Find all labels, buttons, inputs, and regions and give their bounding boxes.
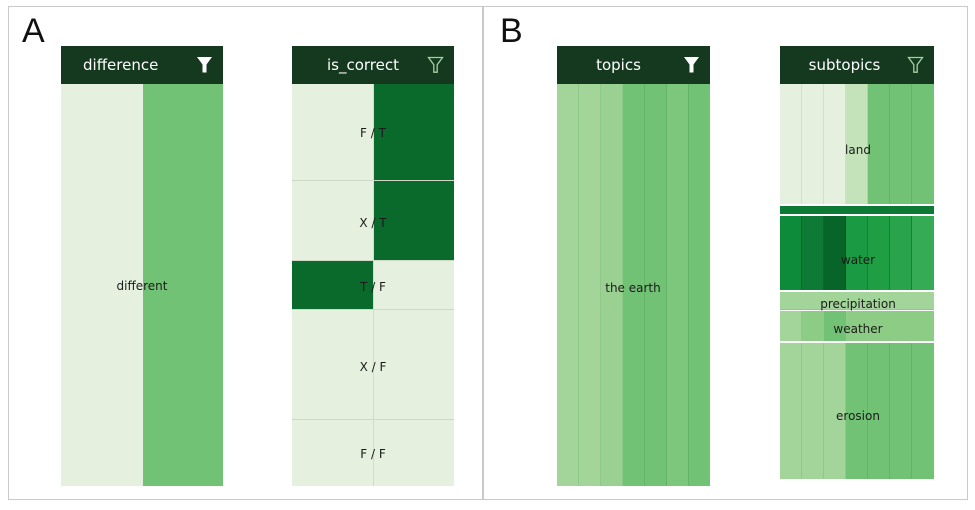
topics-body: the earth: [557, 84, 710, 486]
subtopic-land-cell[interactable]: [846, 84, 868, 204]
is-correct-label-ft: F / T: [360, 126, 386, 140]
difference-bar[interactable]: [143, 84, 223, 486]
is-correct-body: F / T X / T T / F X / F F / F: [292, 84, 454, 486]
subtopic-erosion-cell[interactable]: [780, 343, 802, 479]
is-correct-row-ft-bar[interactable]: [374, 84, 454, 180]
subtopic-precipitation-bar[interactable]: [780, 292, 934, 310]
subtopic-water-cell[interactable]: [868, 216, 890, 290]
subtopic-erosion-cell[interactable]: [846, 343, 868, 479]
subtopic-erosion-cell[interactable]: [890, 343, 912, 479]
subtopic-land-cell[interactable]: [890, 84, 912, 204]
topics-strip[interactable]: [623, 84, 645, 486]
panel-a-letter: A: [22, 12, 45, 50]
row-divider: [292, 309, 454, 310]
topics-strip[interactable]: [557, 84, 579, 486]
topics-strip[interactable]: [579, 84, 601, 486]
subtopic-erosion-cell[interactable]: [802, 343, 824, 479]
difference-body: different: [61, 84, 223, 486]
row-divider: [292, 260, 454, 261]
is-correct-row-xt-bar[interactable]: [374, 181, 454, 260]
subtopics-title: subtopics: [808, 56, 881, 74]
subtopic-water-cell[interactable]: [846, 216, 868, 290]
outline-filter-icon[interactable]: [427, 56, 444, 74]
difference-label: different: [116, 279, 168, 293]
topics-strip[interactable]: [689, 84, 710, 486]
subtopic-weather-bar[interactable]: [780, 311, 934, 341]
subtopic-land-cell[interactable]: [802, 84, 824, 204]
topics-strip[interactable]: [645, 84, 667, 486]
subtopic-thin-strip[interactable]: [780, 206, 934, 214]
is-correct-column: is_correct F / T X / T T / F X / F F / F: [292, 46, 454, 486]
is-correct-header[interactable]: is_correct: [292, 46, 454, 84]
subtopic-label-weather: weather: [833, 322, 883, 336]
subtopic-erosion-cell[interactable]: [868, 343, 890, 479]
subtopic-weather-cell[interactable]: [824, 311, 846, 341]
subtopic-label-water: water: [840, 253, 876, 267]
subtopic-water-cell[interactable]: [890, 216, 912, 290]
topics-label: the earth: [605, 281, 661, 295]
row-divider: [292, 180, 454, 181]
subtopic-water-cell[interactable]: [780, 216, 802, 290]
subtopic-erosion-cell[interactable]: [824, 343, 846, 479]
is-correct-label-ff: F / F: [360, 447, 386, 461]
is-correct-midline: [373, 84, 374, 486]
topics-column: topics the earth: [557, 46, 710, 486]
subtopic-label-erosion: erosion: [836, 409, 880, 423]
subtopic-weather-cell[interactable]: [780, 311, 802, 341]
is-correct-label-xf: X / F: [359, 360, 387, 374]
topics-title: topics: [596, 56, 641, 74]
panel-b-letter: B: [500, 12, 523, 50]
subtopic-water-cell[interactable]: [824, 216, 846, 290]
topics-header[interactable]: topics: [557, 46, 710, 84]
subtopics-body: land water precipitation weather erosion: [780, 84, 934, 486]
is-correct-label-xt: X / T: [359, 216, 387, 230]
filled-filter-icon[interactable]: [683, 56, 700, 74]
row-divider: [292, 419, 454, 420]
subtopics-header[interactable]: subtopics: [780, 46, 934, 84]
subtopic-land-cell[interactable]: [780, 84, 802, 204]
is-correct-title: is_correct: [326, 56, 399, 74]
subtopic-label-precipitation: precipitation: [820, 297, 896, 311]
subtopic-land-cell[interactable]: [824, 84, 846, 204]
subtopic-land-cell[interactable]: [868, 84, 890, 204]
outline-filter-icon[interactable]: [907, 56, 924, 74]
subtopic-erosion-cell[interactable]: [912, 343, 934, 479]
topics-strip[interactable]: [601, 84, 623, 486]
subtopic-water-cell[interactable]: [912, 216, 934, 290]
difference-column: difference different: [61, 46, 223, 486]
filled-filter-icon[interactable]: [196, 56, 213, 74]
subtopic-water-cell[interactable]: [802, 216, 824, 290]
difference-header[interactable]: difference: [61, 46, 223, 84]
topics-strip[interactable]: [667, 84, 689, 486]
is-correct-row-tf-bar[interactable]: [292, 261, 373, 309]
subtopics-column: subtopics la: [780, 46, 934, 486]
subtopic-label-land: land: [845, 143, 871, 157]
subtopic-land-cell[interactable]: [912, 84, 934, 204]
is-correct-label-tf: T / F: [360, 280, 386, 294]
